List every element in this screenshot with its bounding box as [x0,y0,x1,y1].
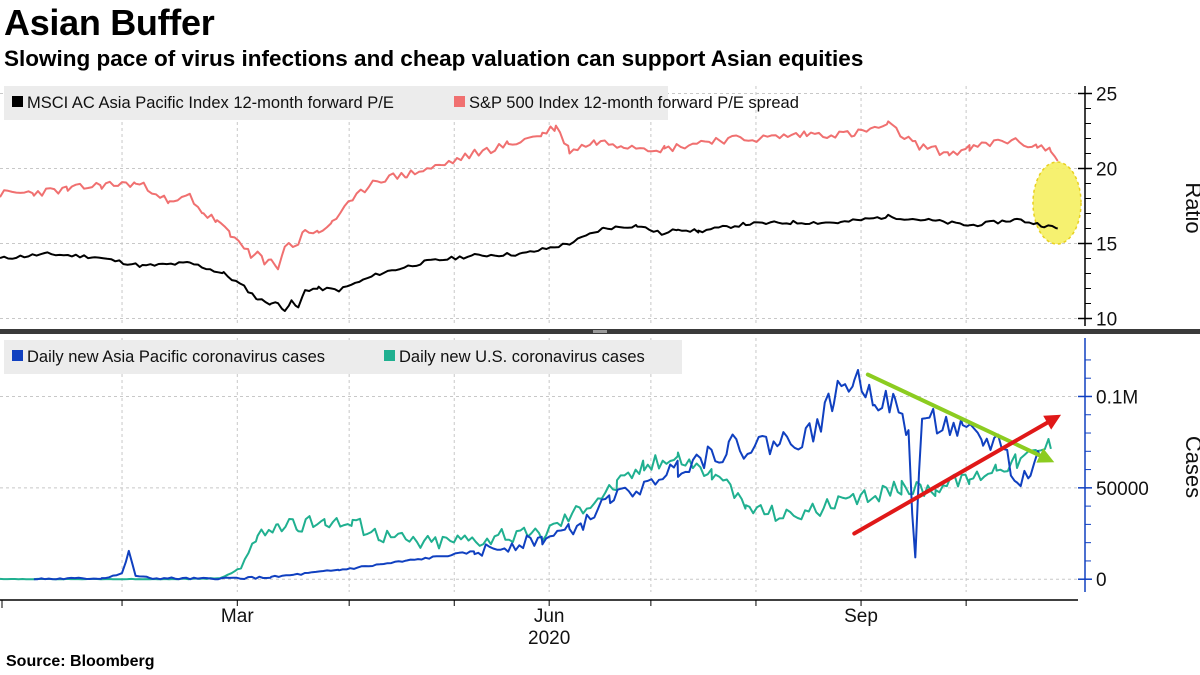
panel-resize-handle[interactable] [593,330,607,333]
chart-title: Asian Buffer [4,2,215,43]
y-tick-label: 50000 [1096,479,1149,500]
x-tick-label: Sep [844,606,878,627]
y-tick-label: 0.1M [1096,387,1138,408]
x-axis-ticks: Mar Jun Sep 2020 [1,600,967,649]
legend-swatch-msci [12,96,23,107]
y-tick-label: 25 [1096,85,1117,106]
downtrend-arrow-head [1036,448,1055,463]
top-panel-gridlines [0,86,1078,326]
top-y-axis-title: Ratio [1181,182,1200,233]
uptrend-arrow-head [1043,414,1062,430]
legend-label-msci: MSCI AC Asia Pacific Index 12-month forw… [27,94,394,112]
y-tick-label: 15 [1096,235,1117,256]
legend-swatch-us-cases [384,350,395,361]
y-tick-label: 20 [1096,160,1117,181]
x-tick-label: Jun [534,606,565,627]
y-tick-label: 0 [1096,570,1107,591]
trend-arrows [852,372,1062,536]
legend-swatch-asia-cases [12,350,23,361]
source-note: Source: Bloomberg [6,653,155,670]
x-year-label: 2020 [528,628,570,649]
legend-label-us-cases: Daily new U.S. coronavirus cases [399,348,645,366]
series-line-spx-pe-spread [0,120,1059,271]
top-y-ticks: 10 15 20 25 [1078,85,1117,331]
bottom-y-axis-title: Cases [1181,436,1200,498]
top-legend-box [4,86,668,120]
highlight-ellipse [1032,161,1082,245]
legend-label-spx: S&P 500 Index 12-month forward P/E sprea… [469,94,799,112]
uptrend-arrow-shaft [852,420,1050,536]
bottom-panel-gridlines [0,338,1078,592]
uptrend-arrow [852,414,1062,536]
x-tick-label: Mar [221,606,254,627]
series-line-msci-pe [0,213,1058,312]
bottom-panel: Daily new Asia Pacific coronavirus cases… [0,338,1200,592]
series-line-asia-cases [33,369,1045,581]
bottom-legend-box [4,340,682,374]
downtrend-arrow [865,372,1055,463]
y-tick-label: 10 [1096,310,1117,331]
legend-label-asia-cases: Daily new Asia Pacific coronavirus cases [27,348,325,366]
chart-subtitle: Slowing pace of virus infections and che… [4,46,864,71]
legend-swatch-spx [454,96,465,107]
top-panel: MSCI AC Asia Pacific Index 12-month forw… [0,85,1200,331]
bottom-y-ticks: 0 50000 0.1M [1078,359,1149,591]
